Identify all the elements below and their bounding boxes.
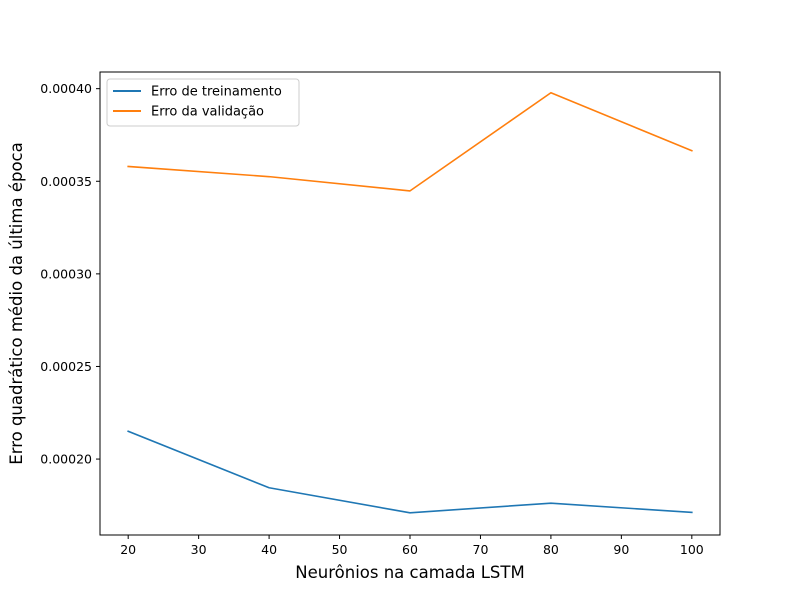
- legend-label-training: Erro de treinamento: [151, 85, 282, 100]
- x-tick-label: 50: [332, 542, 348, 557]
- x-tick-label: 70: [473, 542, 489, 557]
- series-layer: [127, 91, 693, 514]
- x-tick-label: 80: [543, 542, 559, 557]
- y-tick-label: 0.00020: [40, 452, 92, 467]
- y-tick-label: 0.00025: [40, 359, 92, 374]
- plot-frame: [99, 71, 721, 536]
- x-tick-label: 40: [261, 542, 277, 557]
- legend-box: [106, 78, 300, 127]
- x-tick-label: 30: [191, 542, 207, 557]
- y-tick-label: 0.00030: [40, 266, 92, 281]
- x-tick-label: 90: [613, 542, 629, 557]
- y-axis: 0.00020 0.00025 0.00030 0.00035 0.00040: [40, 81, 100, 467]
- y-tick-label: 0.00035: [40, 174, 92, 189]
- x-tick-label: 20: [120, 542, 136, 557]
- y-axis-label: Erro quadrático médio da última época: [7, 142, 26, 464]
- x-tick-label: 100: [680, 542, 704, 557]
- x-tick-label: 60: [402, 542, 418, 557]
- series-line-training: [127, 430, 693, 514]
- x-axis-label: Neurônios na camada LSTM: [295, 563, 524, 582]
- plot-area: [99, 71, 721, 536]
- legend-label-validation: Erro da validação: [151, 105, 264, 120]
- y-tick-label: 0.00040: [40, 81, 92, 96]
- x-axis: 20 30 40 50 60 70 80 90 100: [120, 535, 704, 557]
- series-line-validation: [127, 91, 693, 192]
- legend: Erro de treinamento Erro da validação: [106, 78, 300, 127]
